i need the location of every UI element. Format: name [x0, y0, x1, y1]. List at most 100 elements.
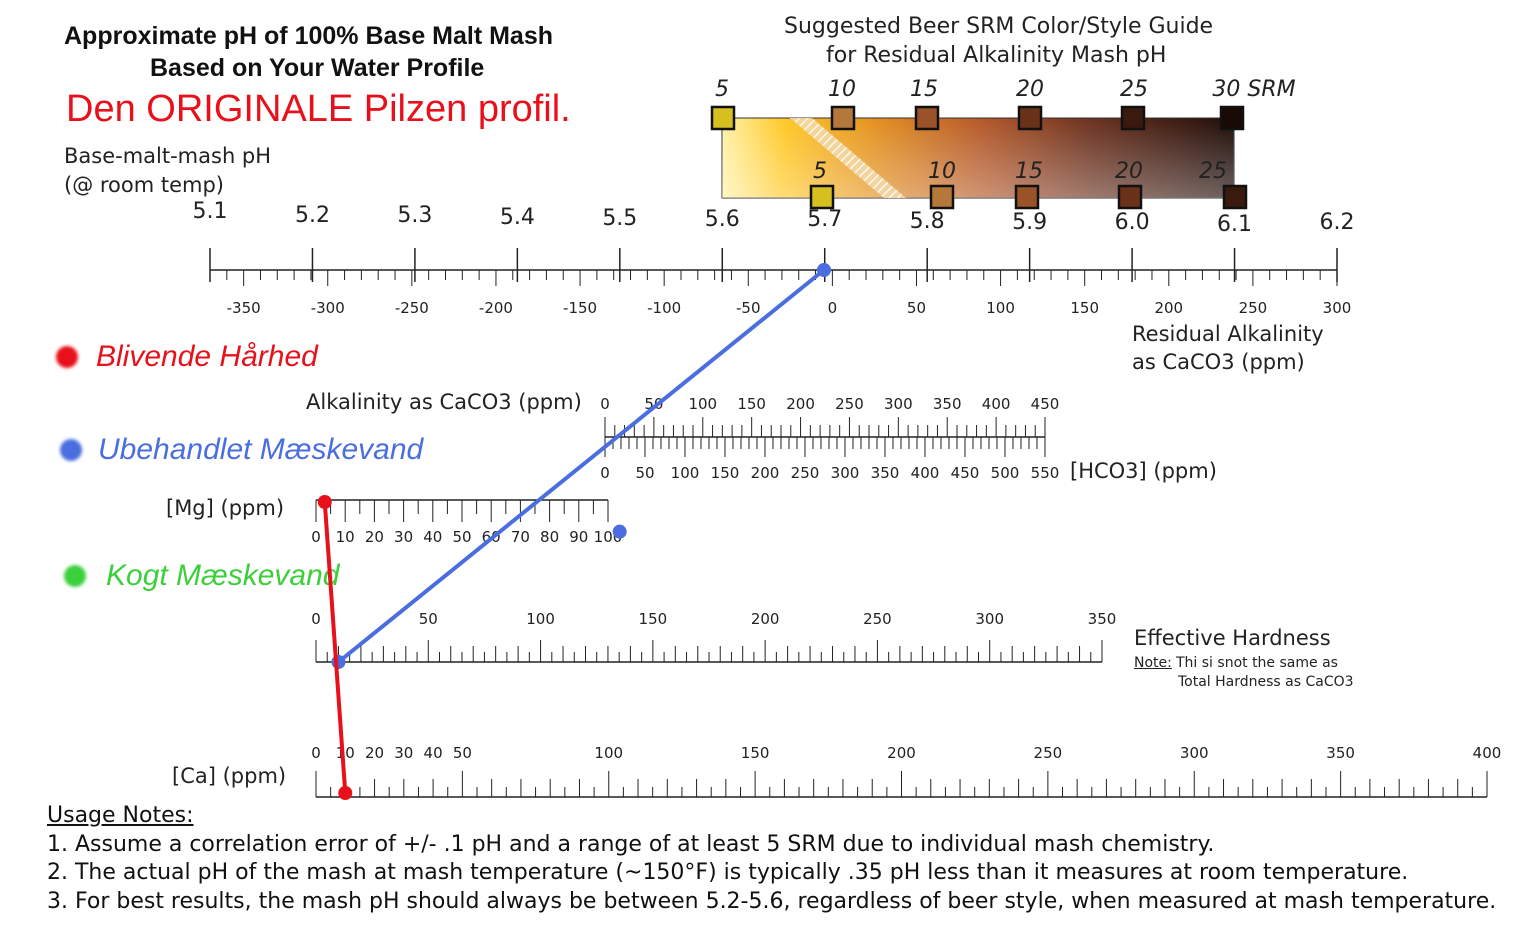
ra-tick-label: -250: [395, 299, 429, 317]
srm-top-label: 15: [910, 77, 938, 102]
ra-axis-sublabel: as CaCO3 (ppm): [1132, 350, 1305, 374]
ca-tick-label: 250: [1034, 744, 1063, 762]
mg-tick-label: 80: [540, 528, 559, 546]
alkalinity-tick-label: 300: [884, 395, 913, 413]
ph-tick-label: 5.1: [193, 199, 228, 224]
hco3-tick-label: 250: [791, 464, 820, 482]
ra-tick-label: -200: [479, 299, 513, 317]
chart-title-line2: Based on Your Water Profile: [150, 54, 485, 82]
srm-bottom-swatch: [929, 184, 955, 210]
hardness-tick-label: 0: [311, 610, 321, 628]
ca-tick-label: 200: [887, 744, 916, 762]
alkalinity-tick-label: 400: [982, 395, 1011, 413]
srm-top-swatch: [1017, 105, 1043, 131]
mg-tick-label: 50: [452, 528, 471, 546]
ca-tick-label: 350: [1326, 744, 1355, 762]
profile-subtitle: Den ORIGINALE Pilzen profil.: [66, 88, 571, 130]
legend-label-hardness: Blivende Hårhed: [96, 340, 318, 373]
usage-note-3: 3. For best results, the mash pH should …: [47, 889, 1497, 914]
srm-guide-title: Suggested Beer SRM Color/Style Guide: [784, 14, 1214, 39]
hco3-tick-label: 400: [911, 464, 940, 482]
ra-tick-label: 150: [1070, 299, 1099, 317]
alkalinity-scale: 0 50 100 150 200 250 300 350 400 450 0 50 100 150 200 2…: [600, 395, 1059, 482]
residual-alkalinity-point: [816, 263, 831, 277]
ra-tick-label: 0: [828, 299, 838, 317]
ph-ra-scale: 5.1 5.2 5.3 5.4 5.5 5.6 5.7 5.8 5.9 6.0 6.1 6.2 -350…: [193, 199, 1355, 317]
legend-dot-red: [56, 346, 78, 368]
ph-tick-label: 6.1: [1217, 212, 1252, 237]
mg-tick-label: 0: [311, 528, 321, 546]
hardness-note-line2: Total Hardness as CaCO3: [1178, 674, 1354, 690]
ra-tick-label: 50: [907, 299, 926, 317]
ra-tick-label: 200: [1154, 299, 1183, 317]
ph-tick-label: 5.6: [705, 207, 740, 232]
alkalinity-tick-label: 50: [644, 395, 663, 413]
srm-guide-subtitle: for Residual Alkalinity Mash pH: [826, 43, 1167, 68]
alkalinity-tick-label: 250: [835, 395, 864, 413]
ca-tick-label: 0: [311, 744, 321, 762]
legend-label-boiled: Kogt Mæskevand: [106, 559, 340, 592]
alkalinity-tick-label: 200: [786, 395, 815, 413]
usage-note-2: 2. The actual pH of the mash at mash tem…: [47, 860, 1409, 885]
srm-top-swatch: [830, 105, 856, 131]
srm-bottom-label: 15: [1015, 159, 1043, 184]
mg-tick-label: 90: [569, 528, 588, 546]
hco3-tick-label: 0: [600, 464, 610, 482]
hardness-point: [331, 655, 346, 669]
ra-tick-label: -50: [736, 299, 761, 317]
srm-top-swatch: [710, 105, 736, 131]
mg-tick-label: 10: [336, 528, 355, 546]
ra-axis-label: Residual Alkalinity: [1132, 322, 1324, 346]
mg-point: [317, 495, 332, 509]
hardness-tick-label: 300: [975, 610, 1004, 628]
ca-tick-label: 10: [336, 744, 355, 762]
effective-hardness-label: Effective Hardness: [1134, 626, 1331, 650]
hardness-line: [322, 501, 348, 794]
alkalinity-point: [612, 524, 627, 539]
alkalinity-tick-label: 0: [600, 395, 610, 413]
hco3-tick-label: 150: [711, 464, 740, 482]
alkalinity-tick-label: 450: [1031, 395, 1060, 413]
srm-top-label: 25: [1120, 77, 1148, 102]
ca-tick-label: 40: [424, 744, 443, 762]
srm-top-label: 5: [715, 77, 729, 102]
mg-tick-label: 70: [511, 528, 530, 546]
ca-tick-label: 300: [1180, 744, 1209, 762]
ra-tick-label: 250: [1239, 299, 1268, 317]
ph-tick-label: 5.8: [910, 209, 945, 234]
ca-tick-label: 20: [365, 744, 384, 762]
ca-tick-label: 150: [741, 744, 770, 762]
hco3-tick-label: 50: [635, 464, 654, 482]
hardness-tick-label: 350: [1088, 610, 1117, 628]
srm-top-markers: 5 10 15 20 25 30 SRM: [710, 77, 1296, 131]
legend-dot-green: [64, 565, 86, 587]
srm-bottom-label: 10: [928, 159, 956, 184]
mg-scale: 0102030405060708090100: [311, 499, 622, 546]
ph-tick-label: 5.3: [397, 203, 432, 228]
ph-tick-label: 5.7: [807, 207, 842, 232]
usage-note-1: 1. Assume a correlation error of +/- .1 …: [47, 832, 1215, 857]
ph-tick-label: 6.0: [1115, 210, 1150, 235]
srm-color-bar-shade: [722, 118, 1234, 198]
hco3-tick-label: 350: [871, 464, 900, 482]
srm-bottom-label: 25: [1199, 159, 1227, 184]
hardness-tick-label: 50: [419, 610, 438, 628]
ca-tick-label: 400: [1473, 744, 1502, 762]
legend-label-untreated: Ubehandlet Mæskevand: [98, 433, 424, 466]
alkalinity-tick-label: 150: [737, 395, 766, 413]
srm-bottom-swatch: [1117, 184, 1143, 210]
usage-notes-heading: Usage Notes:: [47, 803, 194, 828]
hco3-tick-label: 550: [1031, 464, 1060, 482]
hardness-tick-label: 200: [751, 610, 780, 628]
ra-tick-label: -150: [563, 299, 597, 317]
hco3-tick-label: 100: [671, 464, 700, 482]
srm-bottom-swatch: [809, 184, 835, 210]
mg-tick-label: 40: [423, 528, 442, 546]
hco3-tick-label: 450: [951, 464, 980, 482]
ra-tick-label: 100: [986, 299, 1015, 317]
srm-bottom-markers: 5 10 15 20 25: [809, 159, 1248, 210]
hardness-tick-label: 250: [863, 610, 892, 628]
hardness-tick-label: 150: [639, 610, 668, 628]
srm-top-label: 30 SRM: [1212, 77, 1295, 102]
